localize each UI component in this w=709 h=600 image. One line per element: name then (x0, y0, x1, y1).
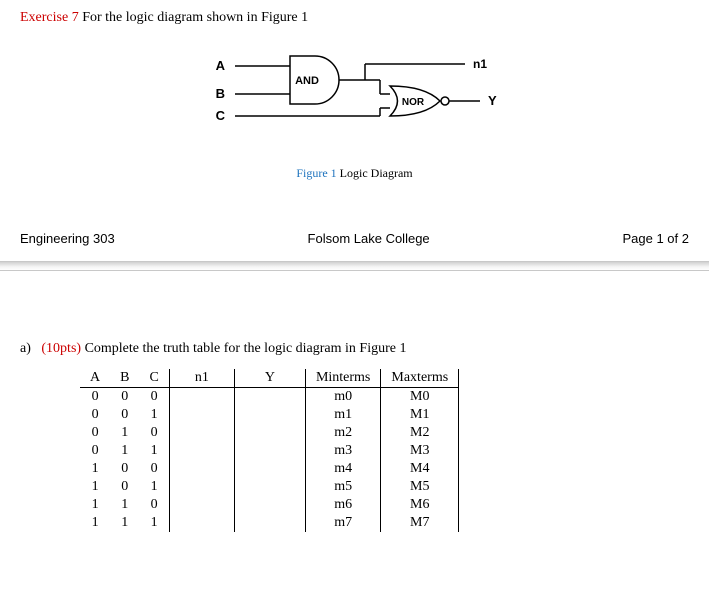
part-a-text: Complete the truth table for the logic d… (85, 341, 407, 356)
cell-maxterm: M6 (381, 496, 459, 514)
cell-C: 0 (139, 388, 169, 407)
table-row: 110m6M6 (80, 496, 459, 514)
part-a-prompt: a) (10pts) Complete the truth table for … (20, 341, 689, 357)
logic-diagram-svg: A B AND n1 C NOR Y (205, 46, 505, 156)
cell-A: 1 (80, 514, 110, 532)
table-row: 000m0M0 (80, 388, 459, 407)
cell-n1 (169, 514, 234, 532)
cell-minterm: m3 (305, 442, 380, 460)
cell-minterm: m7 (305, 514, 380, 532)
footer-center: Folsom Lake College (308, 231, 430, 246)
table-row: 101 m5M5 (80, 478, 459, 496)
table-row: 111m7M7 (80, 514, 459, 532)
cell-B: 1 (110, 424, 139, 442)
cell-minterm: m0 (305, 388, 380, 407)
cell-maxterm: M4 (381, 460, 459, 478)
cell-C: 1 (139, 442, 169, 460)
table-row: 001m1M1 (80, 406, 459, 424)
exercise-header: Exercise 7 For the logic diagram shown i… (20, 10, 689, 26)
cell-n1 (169, 496, 234, 514)
cell-B: 1 (110, 442, 139, 460)
col-minterms: Minterms (305, 369, 380, 388)
input-c-label: C (215, 108, 225, 123)
cell-Y (234, 478, 305, 496)
cell-Y (234, 460, 305, 478)
page-footer: Engineering 303 Folsom Lake College Page… (20, 231, 689, 246)
cell-n1 (169, 460, 234, 478)
and-gate-label: AND (295, 75, 319, 87)
exercise-text: For the logic diagram shown in Figure 1 (82, 10, 308, 25)
cell-A: 1 (80, 478, 110, 496)
cell-n1 (169, 406, 234, 424)
cell-maxterm: M5 (381, 478, 459, 496)
cell-C: 1 (139, 478, 169, 496)
cell-maxterm: M7 (381, 514, 459, 532)
cell-n1 (169, 442, 234, 460)
page-break (0, 261, 709, 271)
cell-B: 1 (110, 514, 139, 532)
figure-caption-text: Logic Diagram (340, 166, 413, 180)
nor-gate-label: NOR (401, 97, 424, 108)
cell-C: 0 (139, 424, 169, 442)
col-A: A (80, 369, 110, 388)
col-maxterms: Maxterms (381, 369, 459, 388)
cell-A: 0 (80, 424, 110, 442)
cell-B: 0 (110, 460, 139, 478)
cell-minterm: m4 (305, 460, 380, 478)
cell-minterm: m5 (305, 478, 380, 496)
cell-n1 (169, 478, 234, 496)
cell-minterm: m2 (305, 424, 380, 442)
cell-C: 0 (139, 496, 169, 514)
cell-C: 1 (139, 406, 169, 424)
cell-Y (234, 406, 305, 424)
n1-label: n1 (473, 57, 487, 71)
col-n1: n1 (169, 369, 234, 388)
figure-caption-label: Figure 1 (296, 166, 336, 180)
cell-Y (234, 424, 305, 442)
cell-C: 1 (139, 514, 169, 532)
cell-Y (234, 514, 305, 532)
cell-A: 1 (80, 496, 110, 514)
cell-B: 0 (110, 478, 139, 496)
col-B: B (110, 369, 139, 388)
cell-maxterm: M1 (381, 406, 459, 424)
input-b-label: B (215, 86, 224, 101)
output-y-label: Y (488, 93, 497, 108)
cell-minterm: m1 (305, 406, 380, 424)
cell-B: 0 (110, 388, 139, 407)
logic-diagram-figure: A B AND n1 C NOR Y Figure 1 Logic Diagra… (20, 46, 689, 181)
col-Y: Y (234, 369, 305, 388)
cell-B: 1 (110, 496, 139, 514)
col-C: C (139, 369, 169, 388)
cell-maxterm: M2 (381, 424, 459, 442)
table-row: 010 m2M2 (80, 424, 459, 442)
input-a-label: A (215, 58, 225, 73)
figure-caption: Figure 1 Logic Diagram (20, 166, 689, 181)
cell-n1 (169, 388, 234, 407)
truth-table: A B C n1 Y Minterms Maxterms 000m0M0001m… (80, 369, 459, 532)
table-row: 011m3M3 (80, 442, 459, 460)
cell-C: 0 (139, 460, 169, 478)
part-a-letter: a) (20, 341, 31, 356)
footer-left: Engineering 303 (20, 231, 115, 246)
cell-maxterm: M3 (381, 442, 459, 460)
table-row: 100m4M4 (80, 460, 459, 478)
cell-A: 0 (80, 442, 110, 460)
cell-Y (234, 442, 305, 460)
footer-right: Page 1 of 2 (622, 231, 689, 246)
part-a-points: (10pts) (41, 341, 81, 356)
cell-Y (234, 388, 305, 407)
cell-A: 1 (80, 460, 110, 478)
table-header-row: A B C n1 Y Minterms Maxterms (80, 369, 459, 388)
cell-A: 0 (80, 388, 110, 407)
cell-A: 0 (80, 406, 110, 424)
cell-maxterm: M0 (381, 388, 459, 407)
cell-minterm: m6 (305, 496, 380, 514)
cell-n1 (169, 424, 234, 442)
cell-Y (234, 496, 305, 514)
exercise-label: Exercise 7 (20, 10, 79, 25)
cell-B: 0 (110, 406, 139, 424)
